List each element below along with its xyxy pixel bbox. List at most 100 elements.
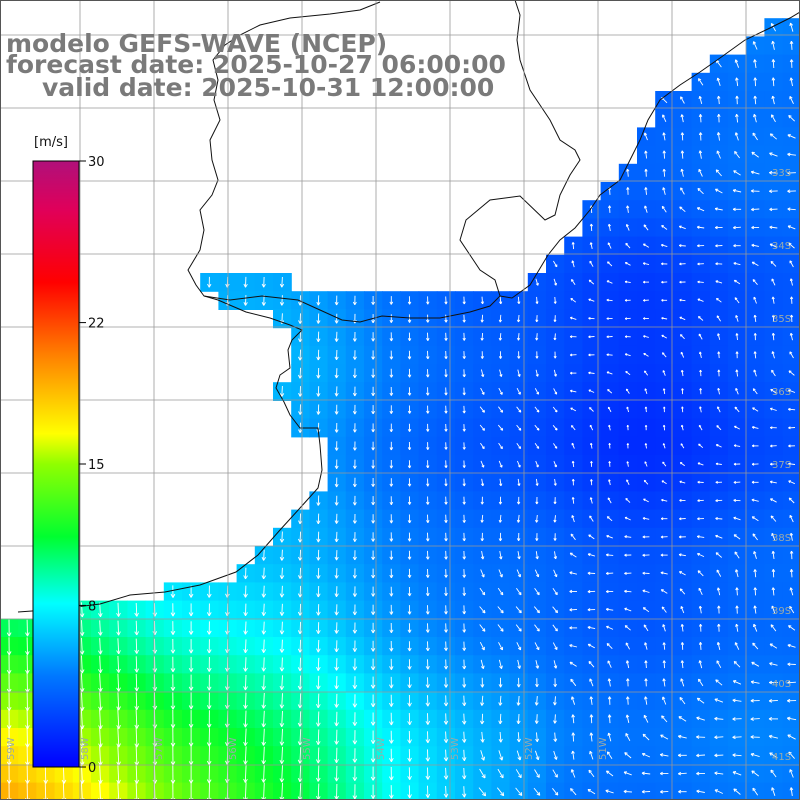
wind-arrow bbox=[79, 690, 85, 711]
wind-arrow bbox=[751, 207, 760, 212]
wind-arrow bbox=[571, 497, 575, 504]
wind-arrow bbox=[662, 461, 667, 467]
wind-arrow bbox=[352, 295, 357, 306]
wind-arrow bbox=[626, 443, 630, 449]
wind-arrow bbox=[480, 695, 485, 706]
wind-arrow bbox=[261, 276, 266, 288]
wind-arrow bbox=[425, 731, 431, 744]
wind-arrow bbox=[479, 587, 486, 596]
wind-arrow bbox=[517, 551, 521, 560]
wind-arrow bbox=[768, 734, 779, 739]
wind-arrow bbox=[751, 480, 759, 484]
wind-arrow bbox=[425, 623, 430, 633]
wind-arrow bbox=[697, 570, 704, 577]
wind-arrow bbox=[769, 133, 777, 140]
wind-arrow bbox=[134, 656, 140, 673]
wind-arrow bbox=[352, 368, 357, 379]
wind-arrow bbox=[771, 550, 775, 560]
wind-arrow bbox=[6, 637, 12, 656]
wind-arrow bbox=[680, 187, 685, 195]
wind-arrow bbox=[644, 660, 648, 669]
wind-arrow bbox=[425, 749, 431, 762]
wind-arrow bbox=[444, 605, 448, 615]
wind-arrow bbox=[662, 132, 666, 141]
wind-arrow bbox=[371, 368, 375, 378]
wind-arrow bbox=[679, 462, 685, 467]
wind-arrow bbox=[389, 694, 394, 707]
wind-arrow bbox=[498, 642, 504, 651]
coastline-segment bbox=[203, 11, 800, 323]
coordinate-labels: 33S 34S 35S 36S 37S 38S 39S 40S 41S 59W 58W 57W 56W 5… bbox=[6, 168, 791, 763]
wind-arrow bbox=[734, 406, 740, 413]
wind-arrow bbox=[571, 750, 575, 760]
wind-arrow bbox=[79, 637, 85, 655]
lat-label: 40S bbox=[772, 679, 791, 690]
wind-arrow bbox=[570, 407, 577, 412]
wind-arrow bbox=[789, 514, 794, 523]
wind-arrow bbox=[678, 734, 687, 739]
wind-arrow bbox=[134, 638, 140, 654]
wind-arrow bbox=[498, 677, 503, 688]
wind-arrow bbox=[569, 371, 577, 375]
wind-arrow bbox=[715, 297, 722, 303]
wind-arrow bbox=[589, 497, 593, 504]
wind-arrow bbox=[334, 459, 339, 469]
wind-arrow bbox=[553, 388, 558, 395]
wind-arrow bbox=[334, 441, 339, 451]
wind-arrow bbox=[389, 423, 394, 433]
wind-arrow bbox=[279, 728, 285, 746]
field-cell bbox=[473, 782, 492, 800]
wind-arrow bbox=[553, 533, 557, 541]
wind-arrow bbox=[316, 495, 321, 506]
field-cell bbox=[782, 18, 800, 37]
wind-arrow bbox=[553, 660, 558, 669]
wind-arrow bbox=[733, 262, 741, 266]
wind-arrow bbox=[644, 187, 648, 195]
wind-arrow bbox=[98, 620, 103, 636]
wind-arrow bbox=[623, 771, 632, 776]
wind-arrow bbox=[371, 496, 375, 506]
wind-arrow bbox=[750, 680, 760, 684]
wind-arrow bbox=[697, 244, 705, 248]
wind-arrow bbox=[389, 658, 394, 670]
lat-label: 33S bbox=[772, 168, 791, 179]
wind-arrow bbox=[733, 480, 741, 484]
wind-arrow bbox=[661, 498, 668, 502]
wind-arrow bbox=[134, 673, 140, 692]
wind-arrow bbox=[371, 350, 375, 360]
lat-label: 37S bbox=[772, 460, 791, 471]
lat-label: 38S bbox=[772, 533, 791, 544]
wind-arrow bbox=[79, 602, 85, 618]
wind-arrow bbox=[261, 585, 267, 598]
wind-arrow bbox=[570, 769, 576, 778]
wind-arrow bbox=[643, 224, 649, 231]
wind-arrow bbox=[535, 351, 539, 359]
wind-arrow bbox=[714, 207, 723, 211]
wind-arrow bbox=[443, 767, 449, 780]
wind-arrow bbox=[535, 496, 539, 505]
wind-arrow bbox=[535, 660, 540, 669]
wind-arrow bbox=[407, 623, 412, 633]
wind-arrow bbox=[605, 571, 614, 576]
wind-arrow bbox=[771, 587, 776, 596]
field-cell bbox=[600, 782, 620, 800]
lon-label: 52W bbox=[524, 737, 535, 760]
wind-arrow bbox=[553, 714, 557, 724]
wind-arrow bbox=[607, 678, 612, 687]
wind-arrow bbox=[644, 406, 648, 413]
wind-arrow bbox=[753, 77, 757, 87]
wind-arrow bbox=[753, 587, 757, 596]
wind-arrow bbox=[680, 96, 685, 104]
wind-arrow bbox=[497, 606, 504, 614]
wind-arrow bbox=[787, 698, 797, 703]
wind-arrow bbox=[279, 549, 285, 561]
wind-arrow bbox=[79, 620, 85, 636]
wind-arrow bbox=[624, 535, 632, 539]
wind-arrow bbox=[588, 335, 595, 339]
lat-label: 41S bbox=[772, 752, 791, 763]
wind-arrow bbox=[499, 551, 503, 560]
wind-arrow bbox=[352, 477, 357, 488]
wind-arrow bbox=[206, 585, 212, 598]
wind-arrow bbox=[735, 605, 739, 614]
wind-arrow bbox=[188, 621, 194, 635]
